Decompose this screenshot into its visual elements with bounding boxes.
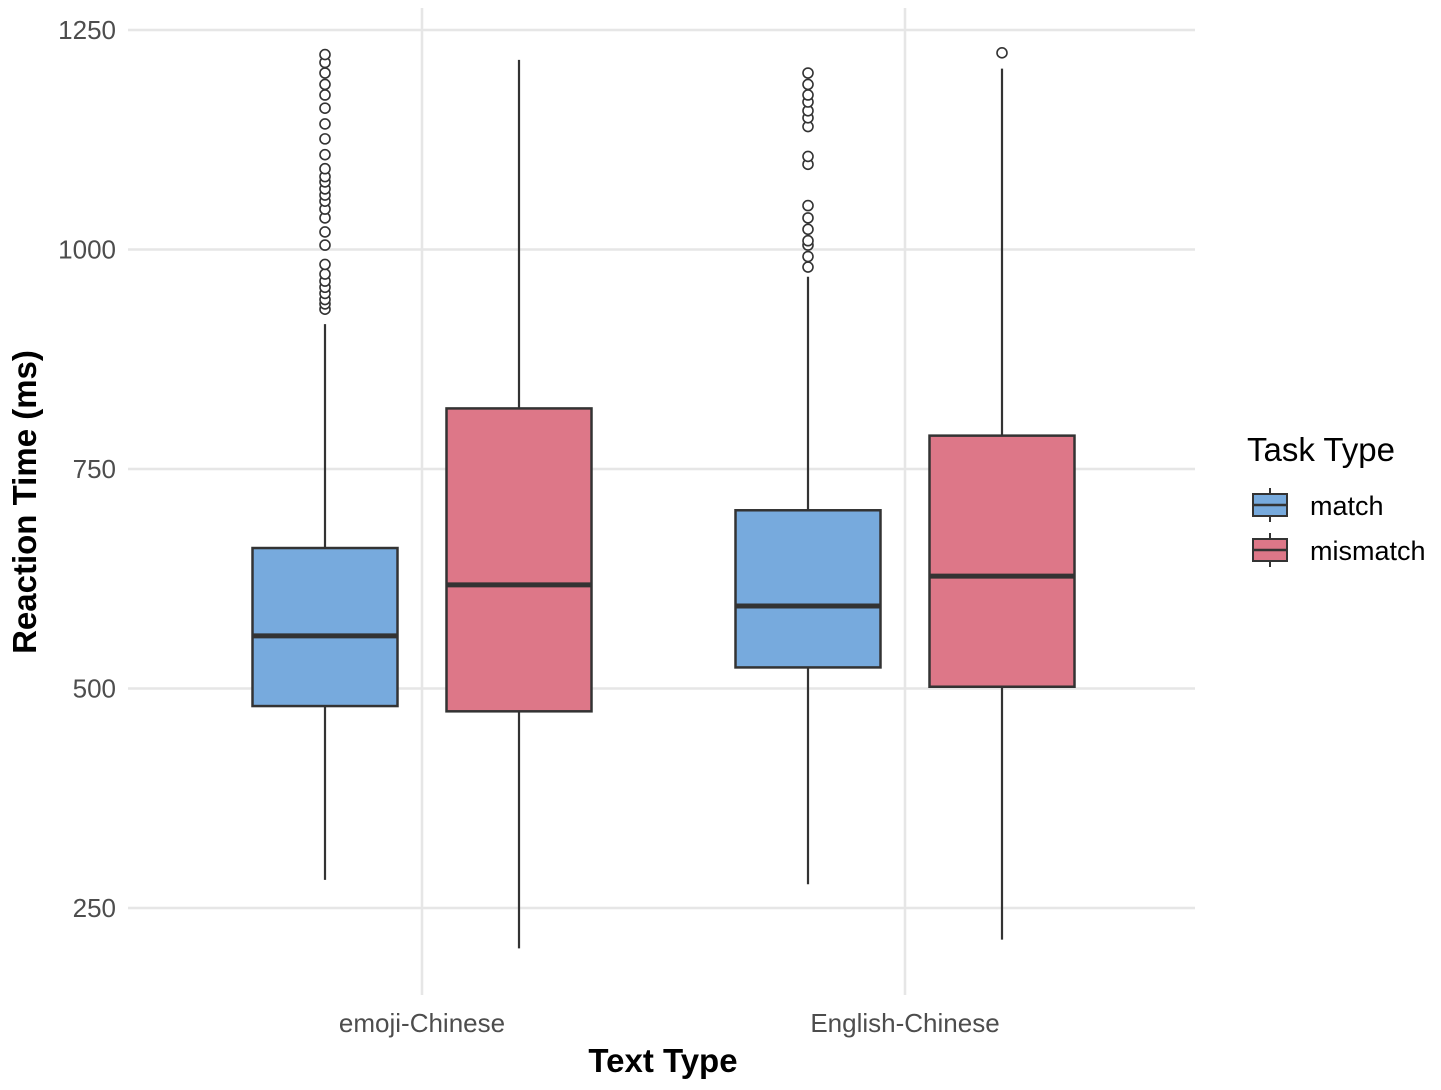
box-match-0: [251, 48, 399, 880]
outlier-point: [319, 48, 331, 61]
box-iqr: [734, 509, 882, 669]
box-iqr: [251, 546, 399, 708]
outlier-point: [319, 239, 331, 251]
legend-label: mismatch: [1310, 536, 1426, 566]
legend-item-mismatch: mismatch: [1252, 533, 1426, 567]
outlier-point: [319, 78, 331, 91]
legend-title: Task Type: [1247, 431, 1395, 468]
legend-item-match: match: [1252, 488, 1384, 522]
box-match-1: [734, 67, 882, 885]
outlier-point: [319, 162, 331, 175]
outlier-point: [802, 223, 814, 236]
y-tick-label: 1250: [58, 15, 116, 45]
box-mismatch-1: [928, 47, 1076, 940]
outlier-point: [802, 212, 814, 224]
legend: Task Type match mismatch: [1247, 431, 1426, 567]
box-mismatch-0: [445, 59, 593, 949]
outlier-point: [319, 148, 331, 161]
outlier-point: [802, 261, 814, 273]
x-axis-title: Text Type: [588, 1042, 737, 1079]
outlier-point: [802, 89, 814, 101]
outlier-point: [802, 78, 814, 91]
outlier-point: [802, 150, 814, 163]
box-iqr: [445, 407, 593, 713]
outlier-point: [802, 234, 814, 247]
y-tick-label: 250: [73, 893, 116, 923]
x-tick-label: emoji-Chinese: [339, 1008, 505, 1038]
outlier-point: [319, 89, 331, 101]
legend-label: match: [1310, 491, 1384, 521]
outlier-point: [319, 268, 331, 280]
outlier-point: [802, 250, 814, 263]
outlier-point: [802, 199, 814, 212]
y-tick-label: 1000: [58, 235, 116, 265]
x-tick-label: English-Chinese: [810, 1008, 999, 1038]
outlier-point: [319, 258, 331, 271]
y-axis: 250 500 750 1000 1250: [58, 15, 116, 923]
outlier-point: [996, 47, 1008, 59]
y-tick-label: 500: [73, 674, 116, 704]
plot-panel: [251, 47, 1076, 949]
y-tick-label: 750: [73, 454, 116, 484]
outlier-point: [319, 102, 331, 114]
outlier-point: [319, 133, 331, 145]
box-iqr: [928, 434, 1076, 688]
x-axis: emoji-Chinese English-Chinese: [339, 1008, 1000, 1038]
outlier-point: [802, 67, 814, 79]
outlier-point: [319, 67, 331, 79]
outlier-point: [319, 226, 331, 238]
outlier-point: [319, 118, 331, 130]
y-axis-title: Reaction Time (ms): [6, 350, 43, 654]
